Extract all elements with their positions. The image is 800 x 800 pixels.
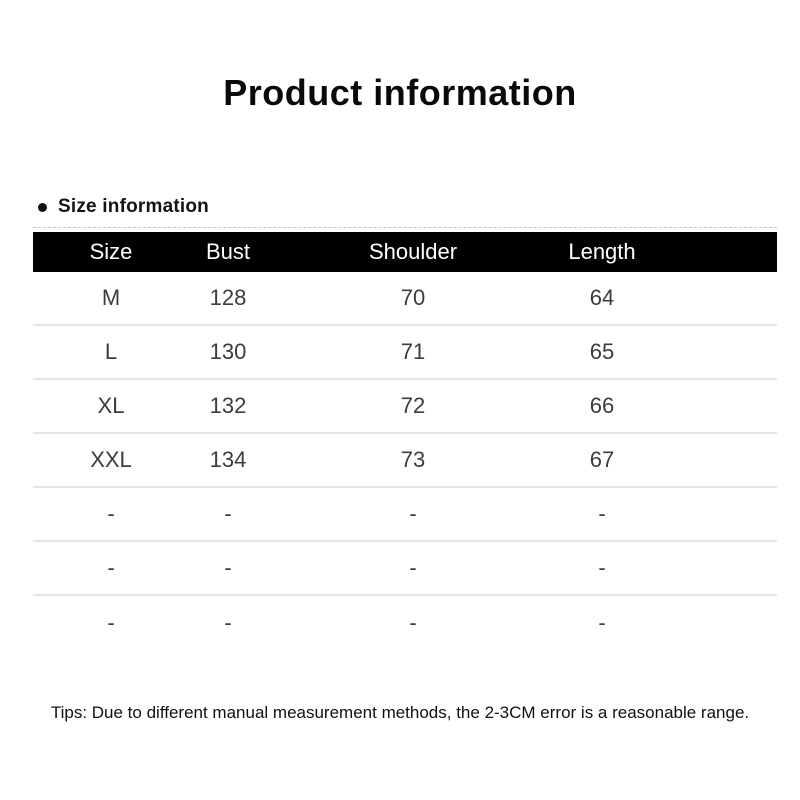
cell-shoulder: 71 bbox=[400, 339, 426, 364]
header-size: Size bbox=[89, 239, 133, 264]
table-row: - - - - bbox=[33, 488, 777, 542]
cell-bust: - bbox=[224, 501, 232, 526]
cell-bust: 132 bbox=[209, 393, 247, 418]
size-table: Size Bust Shoulder Length M 128 70 64 L … bbox=[33, 227, 777, 650]
cell-length: 67 bbox=[589, 447, 615, 472]
header-shoulder: Shoulder bbox=[368, 239, 458, 264]
table-top-divider bbox=[33, 227, 777, 228]
cell-size: - bbox=[107, 501, 115, 526]
cell-length: - bbox=[598, 555, 606, 580]
cell-shoulder: 73 bbox=[400, 447, 426, 472]
cell-size: - bbox=[107, 555, 115, 580]
page-title: Product information bbox=[223, 72, 577, 113]
cell-shoulder: - bbox=[409, 555, 417, 580]
cell-bust: 134 bbox=[209, 447, 247, 472]
cell-length: 65 bbox=[589, 339, 615, 364]
cell-bust: 128 bbox=[209, 285, 247, 310]
cell-size: M bbox=[101, 285, 121, 310]
cell-length: - bbox=[598, 501, 606, 526]
cell-length: - bbox=[598, 610, 606, 635]
section-label: Size information bbox=[58, 196, 209, 217]
table-header-row: Size Bust Shoulder Length bbox=[33, 232, 777, 272]
cell-size: L bbox=[104, 339, 118, 364]
cell-shoulder: 70 bbox=[400, 285, 426, 310]
table-row: XL 132 72 66 bbox=[33, 380, 777, 434]
cell-shoulder: 72 bbox=[400, 393, 426, 418]
cell-bust: - bbox=[224, 610, 232, 635]
header-bust: Bust bbox=[205, 239, 251, 264]
cell-size: - bbox=[107, 610, 115, 635]
cell-bust: 130 bbox=[209, 339, 247, 364]
cell-length: 66 bbox=[589, 393, 615, 418]
cell-size: XL bbox=[97, 393, 125, 418]
table-row: XXL 134 73 67 bbox=[33, 434, 777, 488]
cell-bust: - bbox=[224, 555, 232, 580]
size-information-heading: Size information bbox=[38, 196, 209, 218]
table-row: - - - - bbox=[33, 596, 777, 650]
cell-shoulder: - bbox=[409, 501, 417, 526]
tips-text: Tips: Due to different manual measuremen… bbox=[50, 703, 750, 722]
bullet-icon bbox=[38, 202, 47, 212]
table-row: L 130 71 65 bbox=[33, 326, 777, 380]
header-length: Length bbox=[568, 239, 636, 264]
cell-shoulder: - bbox=[409, 610, 417, 635]
table-row: - - - - bbox=[33, 542, 777, 596]
table-row: M 128 70 64 bbox=[33, 272, 777, 326]
cell-size: XXL bbox=[90, 447, 132, 472]
cell-length: 64 bbox=[589, 285, 615, 310]
